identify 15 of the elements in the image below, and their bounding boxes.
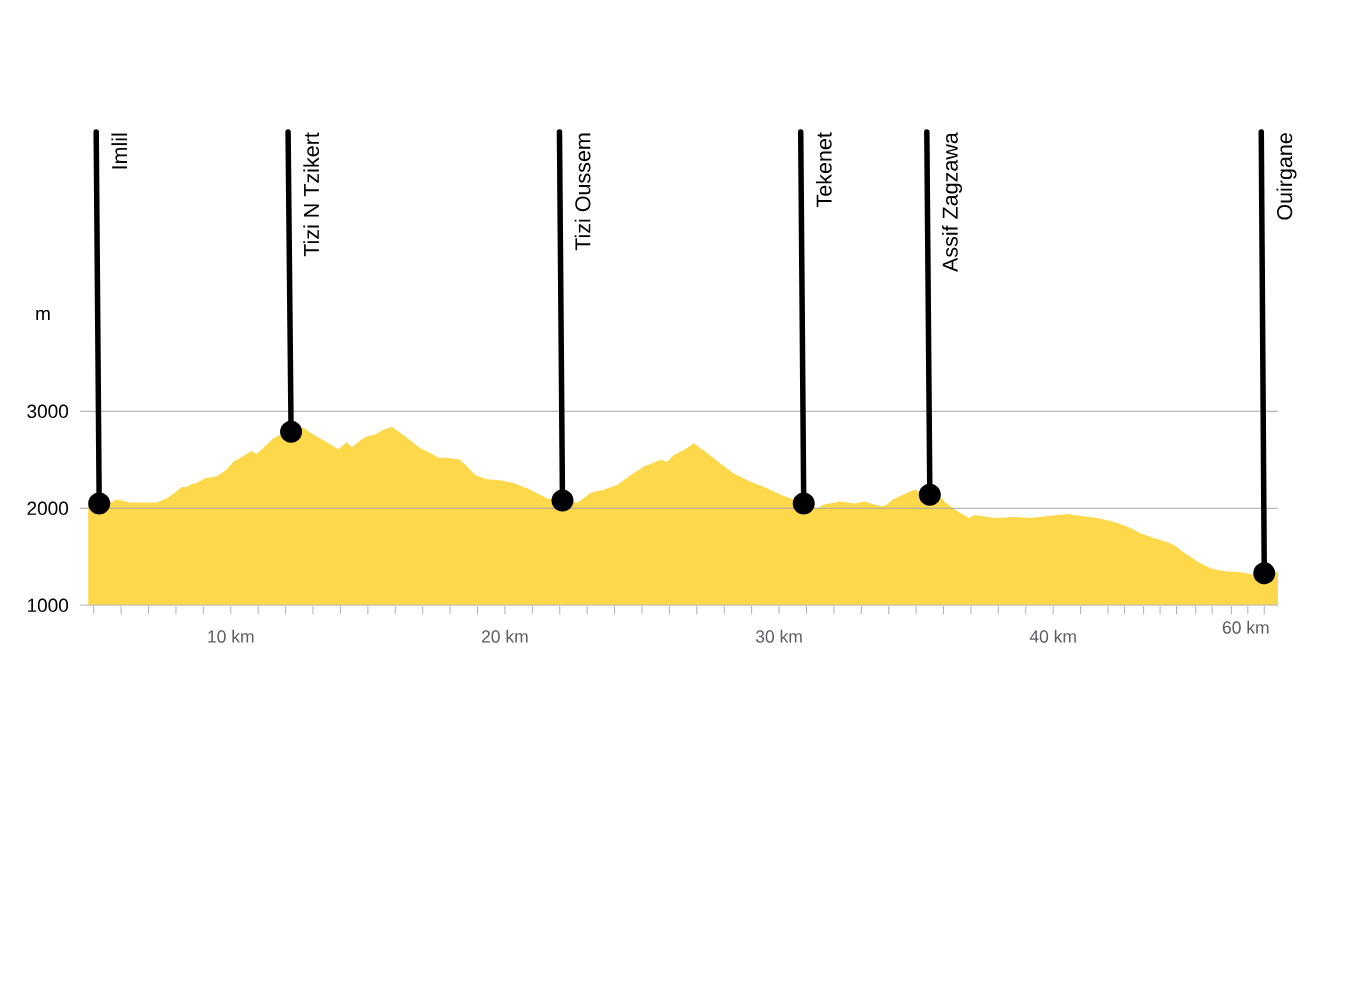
annotation: Assif Zagzawa [942,132,963,272]
annotation: Tizi N Tzikert [303,132,320,257]
text: 60 km [1222,620,1269,634]
annotation: Imlil [111,133,127,169]
x-tick-label: 10 km [208,629,254,643]
annotation: Tizi Oussem [574,133,591,251]
y-tick-label: 3000 [27,404,69,419]
x-tick-label: 20 km [481,629,528,643]
annotation: Ouirgane [1276,133,1297,220]
annotation: Tekenet [815,132,832,208]
x-tick-label: 40 km [1029,629,1076,643]
x-tick-label: 30 km [755,629,802,643]
y-tick-label: 1000 [27,598,69,613]
y-tick-label: 2000 [27,501,69,516]
y-axis-title: m [36,309,50,321]
